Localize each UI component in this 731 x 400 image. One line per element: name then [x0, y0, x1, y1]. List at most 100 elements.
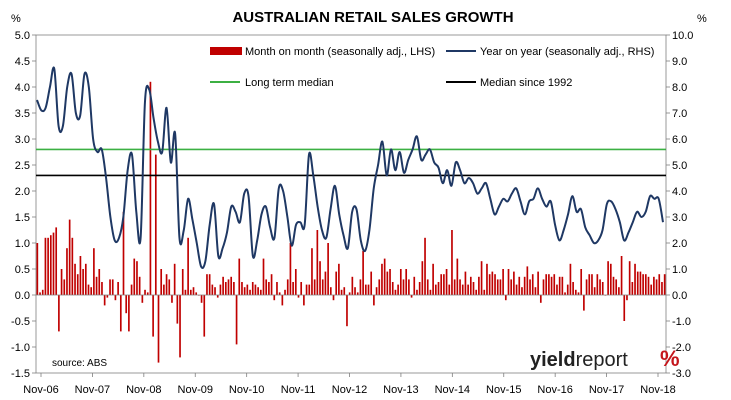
mom-bar [488, 274, 491, 295]
mom-bar [60, 269, 63, 295]
mom-bar [332, 295, 335, 301]
x-tick-label: Nov-07 [75, 384, 110, 396]
mom-bar [268, 282, 270, 295]
left-tick-label: -0.5 [11, 316, 30, 328]
mom-bar [49, 235, 52, 295]
mom-bar [95, 276, 98, 295]
mom-bar [373, 295, 375, 306]
mom-bar [160, 269, 163, 295]
mom-bar [507, 269, 510, 295]
mom-bar [181, 269, 184, 295]
mom-bar [41, 289, 44, 295]
mom-bar [168, 279, 171, 295]
mom-bar [154, 154, 157, 295]
left-tick-label: 2.5 [15, 160, 30, 172]
logo-text: yieldreport [530, 349, 628, 371]
x-tick-label: Nov-11 [281, 384, 316, 396]
mom-bar [171, 295, 173, 303]
mom-bar [308, 284, 311, 295]
mom-bar [440, 274, 443, 295]
left-tick-label: -1.5 [11, 368, 30, 380]
mom-bar [418, 282, 421, 295]
mom-bar [623, 295, 626, 321]
mom-bar [300, 282, 303, 295]
mom-bar [216, 295, 219, 298]
mom-bar [459, 279, 461, 295]
mom-bar [82, 269, 84, 295]
mom-bar [553, 274, 556, 295]
right-tick-label: 9.0 [672, 56, 687, 68]
mom-bar [367, 284, 370, 295]
left-tick-label: 3.5 [15, 108, 30, 120]
mom-bar [103, 295, 106, 306]
mom-bar [389, 269, 391, 295]
mom-bar [628, 261, 631, 295]
mom-bar [478, 276, 480, 295]
mom-bar [424, 237, 426, 295]
legend: Month on month (seasonally adj., LHS) Ye… [210, 46, 654, 89]
mom-bar [480, 261, 483, 295]
mom-bar [311, 248, 313, 295]
source-note: source: ABS [52, 358, 107, 369]
left-tick-label: 4.0 [15, 82, 30, 94]
mom-bar [254, 284, 257, 295]
mom-bar [281, 295, 284, 306]
mom-bar [550, 276, 553, 295]
mom-bar [408, 279, 410, 295]
mom-bar [206, 274, 208, 295]
right-tick-label: -3.0 [672, 368, 691, 380]
mom-bar [173, 263, 176, 295]
mom-bar [227, 279, 230, 295]
mom-bar [44, 237, 47, 295]
mom-bar [580, 269, 583, 295]
mom-bar [346, 295, 348, 327]
mom-bar [429, 289, 432, 295]
mom-bar [558, 276, 561, 295]
mom-bar [599, 279, 601, 295]
right-tick-label: -2.0 [672, 342, 691, 354]
mom-bar [128, 295, 130, 332]
mom-bar [634, 263, 636, 295]
mom-bar [117, 282, 119, 295]
mom-bar [119, 295, 122, 332]
mom-bar [496, 279, 499, 295]
mom-bar [515, 284, 518, 295]
left-tick-label: 1.5 [15, 212, 30, 224]
x-tick-label: Nov-15 [486, 384, 521, 396]
mom-bar [596, 274, 599, 295]
mom-bar [292, 282, 294, 295]
mom-bar [391, 282, 394, 295]
mom-bar [607, 261, 609, 295]
mom-bar [130, 284, 133, 295]
mom-bar [276, 282, 278, 295]
mom-bar [152, 295, 154, 337]
right-tick-label: 4.0 [672, 186, 687, 198]
mom-bar [192, 287, 195, 295]
mom-bar [569, 263, 572, 295]
mom-bar [208, 274, 211, 295]
mom-bar [618, 287, 620, 295]
x-tick-label: Nov-09 [178, 384, 213, 396]
mom-bar [195, 292, 198, 295]
mom-bar [106, 295, 109, 298]
mom-bar [327, 243, 329, 295]
mom-bar [510, 279, 513, 295]
left-axis-unit: % [11, 13, 21, 25]
mom-bar [79, 256, 82, 295]
mom-bar [157, 295, 160, 363]
mom-bar [483, 289, 486, 295]
mom-bar [542, 279, 545, 295]
mom-bar [636, 271, 639, 295]
mom-bar [224, 282, 227, 295]
mom-bar [101, 282, 103, 295]
mom-bar [359, 279, 362, 295]
mom-bar [572, 282, 574, 295]
mom-bar [620, 256, 623, 295]
mom-bar [362, 250, 364, 295]
mom-bar [585, 279, 588, 295]
mom-bar [467, 284, 469, 295]
mom-bar [87, 284, 90, 295]
mom-bar [141, 295, 144, 303]
